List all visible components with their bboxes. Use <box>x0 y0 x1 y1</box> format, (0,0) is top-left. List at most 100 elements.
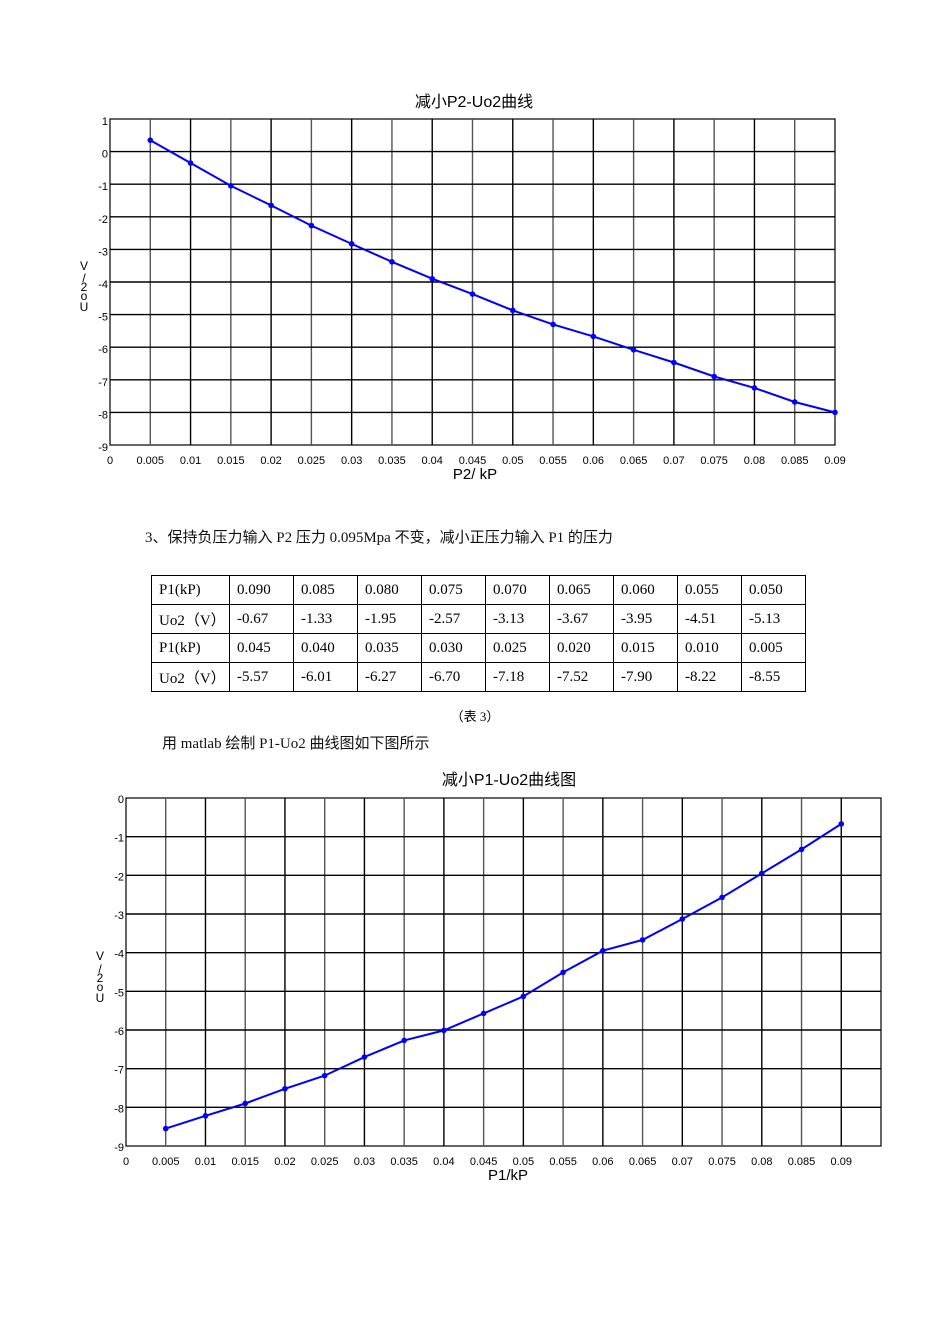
svg-text:-5: -5 <box>114 987 124 999</box>
table-cell: 0.030 <box>421 633 486 663</box>
data-point-marker <box>838 821 845 827</box>
svg-text:-7: -7 <box>114 1065 124 1077</box>
svg-text:-8: -8 <box>114 1103 124 1115</box>
table-cell: 0.085 <box>293 575 358 605</box>
table-cell: -3.67 <box>549 604 614 634</box>
table-cell: -5.57 <box>229 662 294 692</box>
svg-text:0: 0 <box>102 149 108 161</box>
svg-text:0.03: 0.03 <box>341 455 362 467</box>
data-point-marker <box>202 1113 209 1119</box>
y-axis-ticks: 0 -1 -2 -3 -4 -5 -6 -7 -8 -9 <box>114 794 124 1154</box>
svg-text:U: U <box>80 300 89 314</box>
svg-text:0.015: 0.015 <box>231 1156 259 1168</box>
svg-text:-3: -3 <box>98 246 108 258</box>
table-cell: -6.70 <box>421 662 486 692</box>
svg-text:-1: -1 <box>98 181 108 193</box>
svg-text:0.035: 0.035 <box>378 455 406 467</box>
table-cell: 0.075 <box>421 575 486 605</box>
data-point-marker <box>509 307 516 314</box>
data-point-marker <box>679 916 686 922</box>
svg-text:0.015: 0.015 <box>217 455 245 467</box>
data-point-marker <box>832 409 838 416</box>
table-cell: -3.95 <box>613 604 678 634</box>
svg-text:0.075: 0.075 <box>700 455 728 467</box>
data-table: P1(kP) 0.090 0.085 0.080 0.075 0.070 0.065 0.06… <box>151 575 806 692</box>
data-point-marker <box>630 347 637 353</box>
svg-text:/: / <box>82 271 86 285</box>
row-header-cell: Uo2（V） <box>151 662 230 692</box>
svg-text:U: U <box>96 991 105 1005</box>
table-caption: （表 3） <box>450 709 500 724</box>
table-cell: 0.050 <box>741 575 806 605</box>
table-cell: -0.67 <box>229 604 294 634</box>
row-header-cell: P1(kP) <box>151 575 230 605</box>
data-point-marker <box>429 275 436 282</box>
data-point-marker <box>711 373 717 380</box>
x-axis-label: P1/kP <box>488 1167 528 1184</box>
svg-text:0.035: 0.035 <box>390 1156 418 1168</box>
svg-text:0.06: 0.06 <box>592 1156 613 1168</box>
table-cell: -7.90 <box>613 662 678 692</box>
table-cell: -8.22 <box>677 662 742 692</box>
data-point-marker <box>282 1085 288 1092</box>
y-axis-ticks: 1 0 -1 -2 -3 -4 -5 -6 -7 -8 -9 <box>98 116 108 454</box>
data-point-marker <box>268 202 274 209</box>
svg-text:-2: -2 <box>114 871 124 883</box>
table-cell: -1.95 <box>357 604 422 634</box>
svg-text:0.005: 0.005 <box>152 1156 180 1168</box>
svg-text:0.075: 0.075 <box>708 1156 736 1168</box>
svg-text:0.09: 0.09 <box>824 455 845 467</box>
data-point-marker <box>791 399 798 405</box>
data-point-marker <box>550 321 556 328</box>
svg-text:0.03: 0.03 <box>354 1156 375 1168</box>
table-cell: 0.010 <box>677 633 742 663</box>
chart-grid <box>109 118 836 446</box>
svg-text:2: 2 <box>81 280 88 294</box>
table-cell: -7.18 <box>485 662 550 692</box>
data-point-marker <box>560 969 566 976</box>
svg-text:0.045: 0.045 <box>470 1156 498 1168</box>
data-point-marker <box>590 333 597 340</box>
table-cell: 0.045 <box>229 633 294 663</box>
data-point-marker <box>308 222 315 229</box>
svg-text:0.04: 0.04 <box>433 1156 454 1168</box>
data-point-marker <box>401 1037 407 1044</box>
svg-text:/: / <box>98 962 102 976</box>
data-series-line <box>162 821 845 1132</box>
data-point-marker <box>348 241 355 247</box>
table-row: Uo2（V） -0.67 -1.33 -1.95 -2.57 -3.13 -3.67 -3.9… <box>151 604 806 634</box>
svg-text:0.085: 0.085 <box>788 1156 816 1168</box>
table-cell: 0.070 <box>485 575 550 605</box>
data-point-marker <box>520 993 527 1000</box>
chart-grid <box>125 797 882 1147</box>
svg-text:-4: -4 <box>114 949 124 961</box>
table-cell: 0.090 <box>229 575 294 605</box>
x-axis-ticks: 0 0.005 0.01 0.015 0.02 0.025 0.03 0.035 0.04 0.0… <box>107 455 846 467</box>
svg-text:-8: -8 <box>98 409 108 421</box>
table-row: P1(kP) 0.090 0.085 0.080 0.075 0.070 0.065 0.06… <box>151 575 806 605</box>
svg-text:0.04: 0.04 <box>422 455 443 467</box>
data-point-marker <box>751 385 758 391</box>
svg-text:0.055: 0.055 <box>539 455 567 467</box>
svg-text:0.06: 0.06 <box>583 455 604 467</box>
table-cell: -7.52 <box>549 662 614 692</box>
table-cell: -3.13 <box>485 604 550 634</box>
table-cell: 0.055 <box>677 575 742 605</box>
svg-text:-6: -6 <box>114 1026 124 1038</box>
data-point-marker <box>187 160 194 166</box>
svg-text:0.025: 0.025 <box>298 455 326 467</box>
svg-text:-1: -1 <box>114 833 124 845</box>
data-point-marker <box>361 1054 368 1060</box>
svg-text:0: 0 <box>123 1156 129 1168</box>
svg-text:V: V <box>96 949 104 963</box>
svg-text:0.065: 0.065 <box>620 455 648 467</box>
data-point-marker <box>758 870 765 877</box>
svg-text:0.02: 0.02 <box>274 1156 295 1168</box>
svg-text:0.01: 0.01 <box>180 455 201 467</box>
svg-text:0.05: 0.05 <box>502 455 523 467</box>
p2-uo2-chart: 减小P2-Uo2曲线 1 0 -1 -2 -3 -4 -5 -6 -7 -8 -9 0 0.005 0.… <box>80 93 846 483</box>
svg-text:0.07: 0.07 <box>663 455 684 467</box>
svg-text:0.01: 0.01 <box>195 1156 216 1168</box>
table-cell: -6.27 <box>357 662 422 692</box>
y-axis-label: V / 2 o U <box>96 949 105 1005</box>
